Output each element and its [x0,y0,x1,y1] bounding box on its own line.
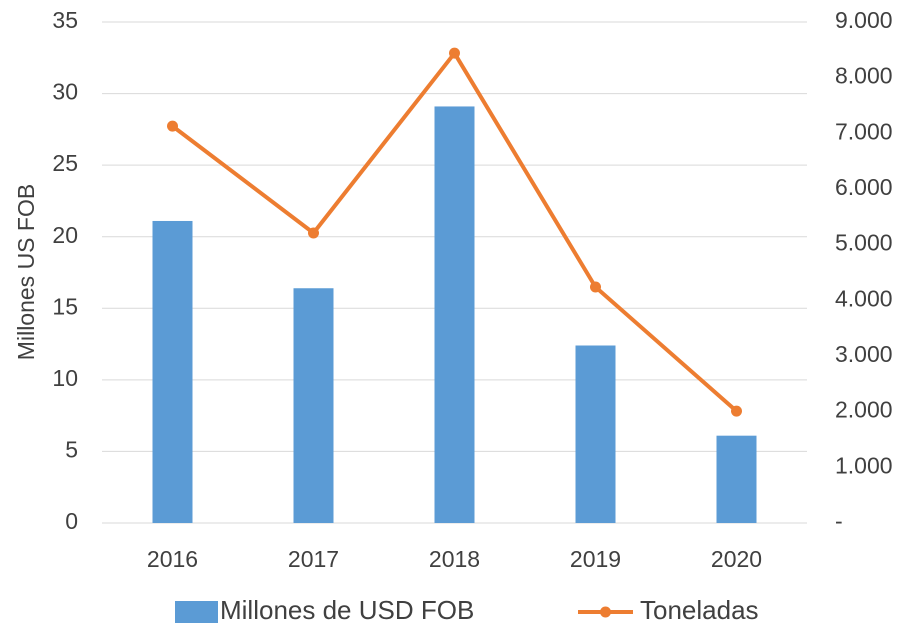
y2-tick-label: 3.000 [835,341,893,367]
legend-label: Toneladas [640,595,759,625]
y2-tick-label: 4.000 [835,285,893,311]
x-tick-label: 2019 [570,546,621,572]
y-tick-label: 10 [52,365,78,391]
bar [434,106,475,523]
y2-tick-label: 9.000 [835,7,893,33]
y-tick-label: 20 [52,222,78,248]
bar [293,288,334,523]
line-point [167,120,178,132]
x-tick-label: 2016 [147,546,198,572]
y2-tick-label: 8.000 [835,63,893,89]
y-tick-label: 5 [65,437,78,463]
legend-label: Millones de USD FOB [220,595,474,625]
y-tick-label: 15 [52,293,78,319]
y-axis-label: Millones US FOB [13,184,39,360]
y-tick-label: 30 [52,79,78,105]
y2-tick-label: 6.000 [835,174,893,200]
line-point [449,47,460,59]
y-tick-label: 0 [65,508,78,534]
bar [575,345,616,523]
bar [152,220,193,523]
x-tick-label: 2020 [711,546,762,572]
legend-swatch [175,601,218,623]
y2-tick-label: 5.000 [835,230,893,256]
line-point [590,281,601,293]
y2-tick-label: 2.000 [835,397,893,423]
line-point [731,405,742,417]
y-tick-label: 25 [52,150,78,176]
y2-tick-label: 7.000 [835,118,893,144]
line-point [308,227,319,239]
y-tick-label: 35 [52,7,78,33]
bar [716,435,757,523]
x-tick-label: 2017 [288,546,339,572]
legend-swatch-point [600,606,611,618]
y2-tick-label: 1.000 [835,452,893,478]
y2-tick-label: - [835,508,843,534]
x-tick-label: 2018 [429,546,480,572]
